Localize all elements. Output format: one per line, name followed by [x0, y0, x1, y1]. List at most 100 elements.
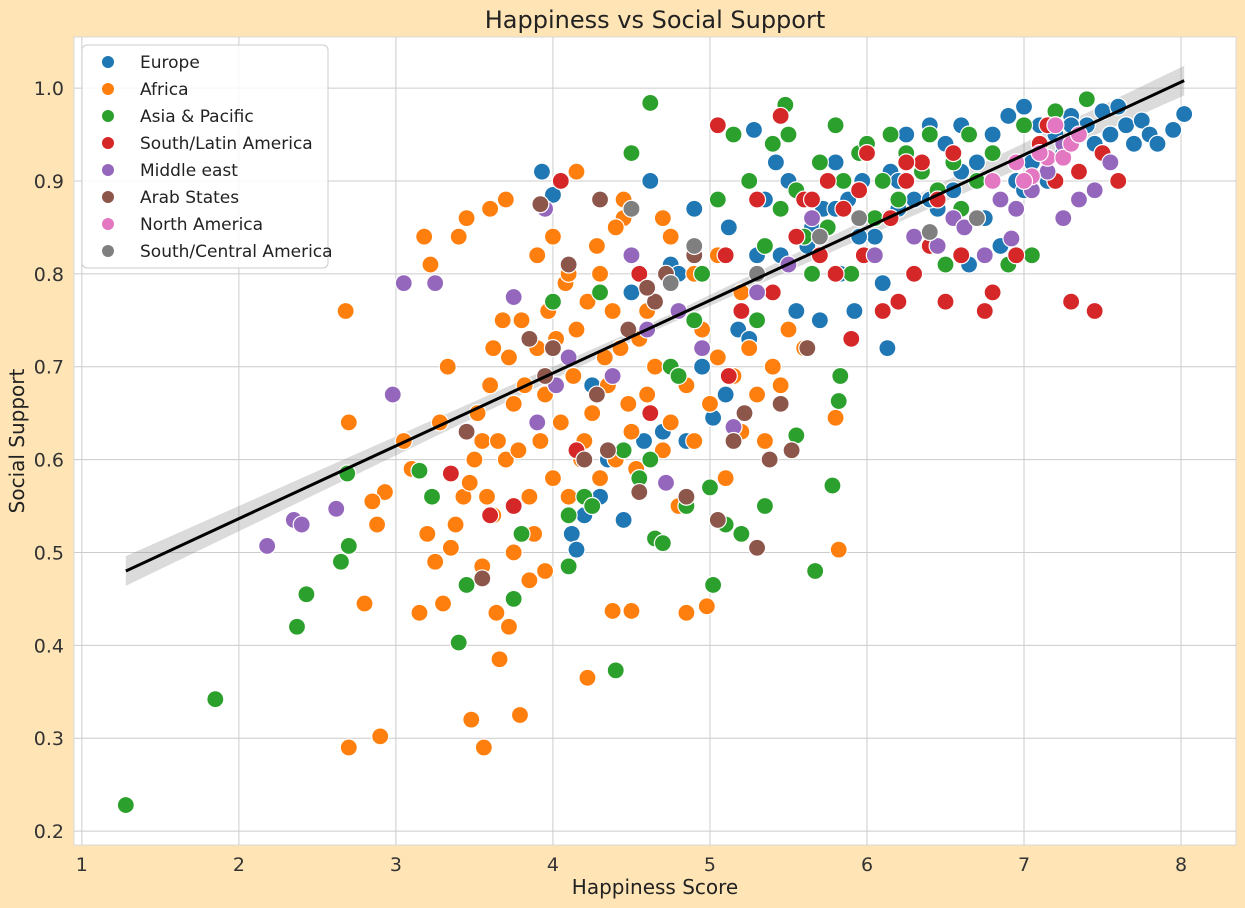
point-africa [528, 246, 547, 265]
x-tick-label: 7 [1018, 854, 1030, 876]
point-africa [520, 571, 539, 590]
point-middle-east [747, 283, 767, 302]
point-arab-states [473, 569, 492, 588]
point-africa [708, 348, 727, 367]
point-europe [983, 125, 1002, 144]
point-south-latin-america [850, 181, 869, 200]
y-tick-labels: 0.2 0.3 0.4 0.5 0.6 0.7 0.8 0.9 1.0 [34, 78, 64, 843]
point-africa [438, 357, 457, 376]
legend-label-middle-east: Middle east [140, 161, 238, 181]
point-africa [535, 561, 555, 581]
grid [74, 37, 1236, 845]
point-asia-pacific [771, 199, 790, 218]
y-tick-label: 0.9 [34, 171, 64, 193]
point-asia-pacific [831, 366, 850, 386]
y-tick-label: 0.2 [34, 821, 64, 843]
point-europe [716, 385, 735, 404]
chart-title: Happiness vs Social Support [485, 6, 826, 34]
point-arab-states [520, 329, 539, 348]
point-middle-east [327, 499, 346, 518]
legend-label-africa: Africa [140, 80, 189, 100]
point-africa [559, 487, 578, 506]
point-middle-east [426, 274, 445, 293]
point-africa [677, 603, 696, 622]
point-asia-pacific [543, 292, 563, 311]
legend-label-south-latin-america: South/Latin America [140, 134, 313, 154]
point-south-latin-america [771, 106, 790, 126]
legend-label-south-central-america: South/Central America [140, 242, 333, 262]
point-south-latin-america [708, 116, 727, 135]
point-africa [578, 668, 597, 687]
point-europe [810, 311, 829, 330]
legend-label-arab-states: Arab States [140, 188, 239, 208]
point-africa [355, 594, 374, 613]
x-tick-label: 2 [233, 854, 245, 876]
point-africa [426, 552, 445, 571]
point-north-america [1054, 148, 1073, 167]
point-africa [520, 487, 539, 506]
point-asia-pacific [641, 450, 660, 469]
point-africa [363, 492, 382, 511]
x-tick-label: 1 [76, 854, 88, 876]
point-arab-states [771, 394, 790, 413]
point-europe [641, 171, 660, 191]
legend-marker-asia-pacific [102, 110, 114, 122]
point-asia-pacific [732, 524, 751, 543]
point-africa [829, 540, 848, 559]
x-tick-label: 8 [1175, 854, 1187, 876]
point-south-latin-america [904, 264, 924, 283]
point-middle-east [504, 287, 523, 307]
point-middle-east [656, 473, 676, 492]
point-asia-pacific [936, 255, 955, 274]
x-tick-label: 4 [547, 854, 559, 876]
point-arab-states [559, 255, 578, 274]
y-tick-label: 1.0 [34, 78, 64, 100]
point-asia-pacific [724, 125, 743, 144]
point-africa [551, 413, 570, 432]
point-africa [700, 394, 720, 413]
point-south-latin-america [944, 143, 963, 163]
point-africa [603, 601, 622, 621]
point-south-latin-america [912, 153, 932, 172]
point-africa [512, 311, 531, 330]
point-asia-pacific [1014, 116, 1034, 135]
point-africa [490, 650, 509, 669]
point-south-central-america [622, 199, 641, 218]
point-south-latin-america [897, 171, 916, 191]
point-arab-states [760, 450, 779, 469]
point-asia-pacific [700, 478, 720, 497]
point-asia-pacific [693, 264, 712, 283]
point-arab-states [630, 482, 649, 502]
point-north-america [1046, 116, 1065, 135]
y-tick-label: 0.4 [34, 635, 64, 657]
point-asia-pacific [1022, 246, 1041, 265]
point-africa [653, 441, 672, 460]
y-axis-title: Social Support [5, 368, 29, 513]
point-africa [543, 469, 563, 488]
point-arab-states [531, 195, 550, 214]
point-south-latin-america [897, 153, 916, 172]
point-middle-east [1085, 181, 1104, 200]
legend-marker-middle-east [102, 164, 114, 176]
point-africa [441, 538, 460, 557]
point-asia-pacific [755, 236, 775, 256]
y-tick-label: 0.5 [34, 542, 64, 564]
scatter-points [116, 90, 1194, 815]
legend: Europe Africa Asia & Pacific South/Latin Am… [81, 44, 333, 269]
point-europe [826, 153, 845, 172]
point-africa [771, 376, 790, 395]
point-south-latin-america [1007, 246, 1026, 265]
point-asia-pacific [834, 171, 853, 191]
point-europe [1148, 134, 1167, 153]
point-africa [418, 524, 437, 543]
legend-label-europe: Europe [140, 53, 200, 73]
point-africa [449, 227, 468, 246]
point-africa [474, 738, 493, 757]
point-south-latin-america [842, 329, 861, 348]
point-south-latin-america [441, 464, 460, 483]
legend-marker-north-america [102, 218, 114, 230]
point-south-latin-america [818, 171, 837, 191]
point-europe [999, 106, 1018, 126]
point-africa [465, 450, 484, 469]
point-asia-pacific [881, 125, 900, 144]
